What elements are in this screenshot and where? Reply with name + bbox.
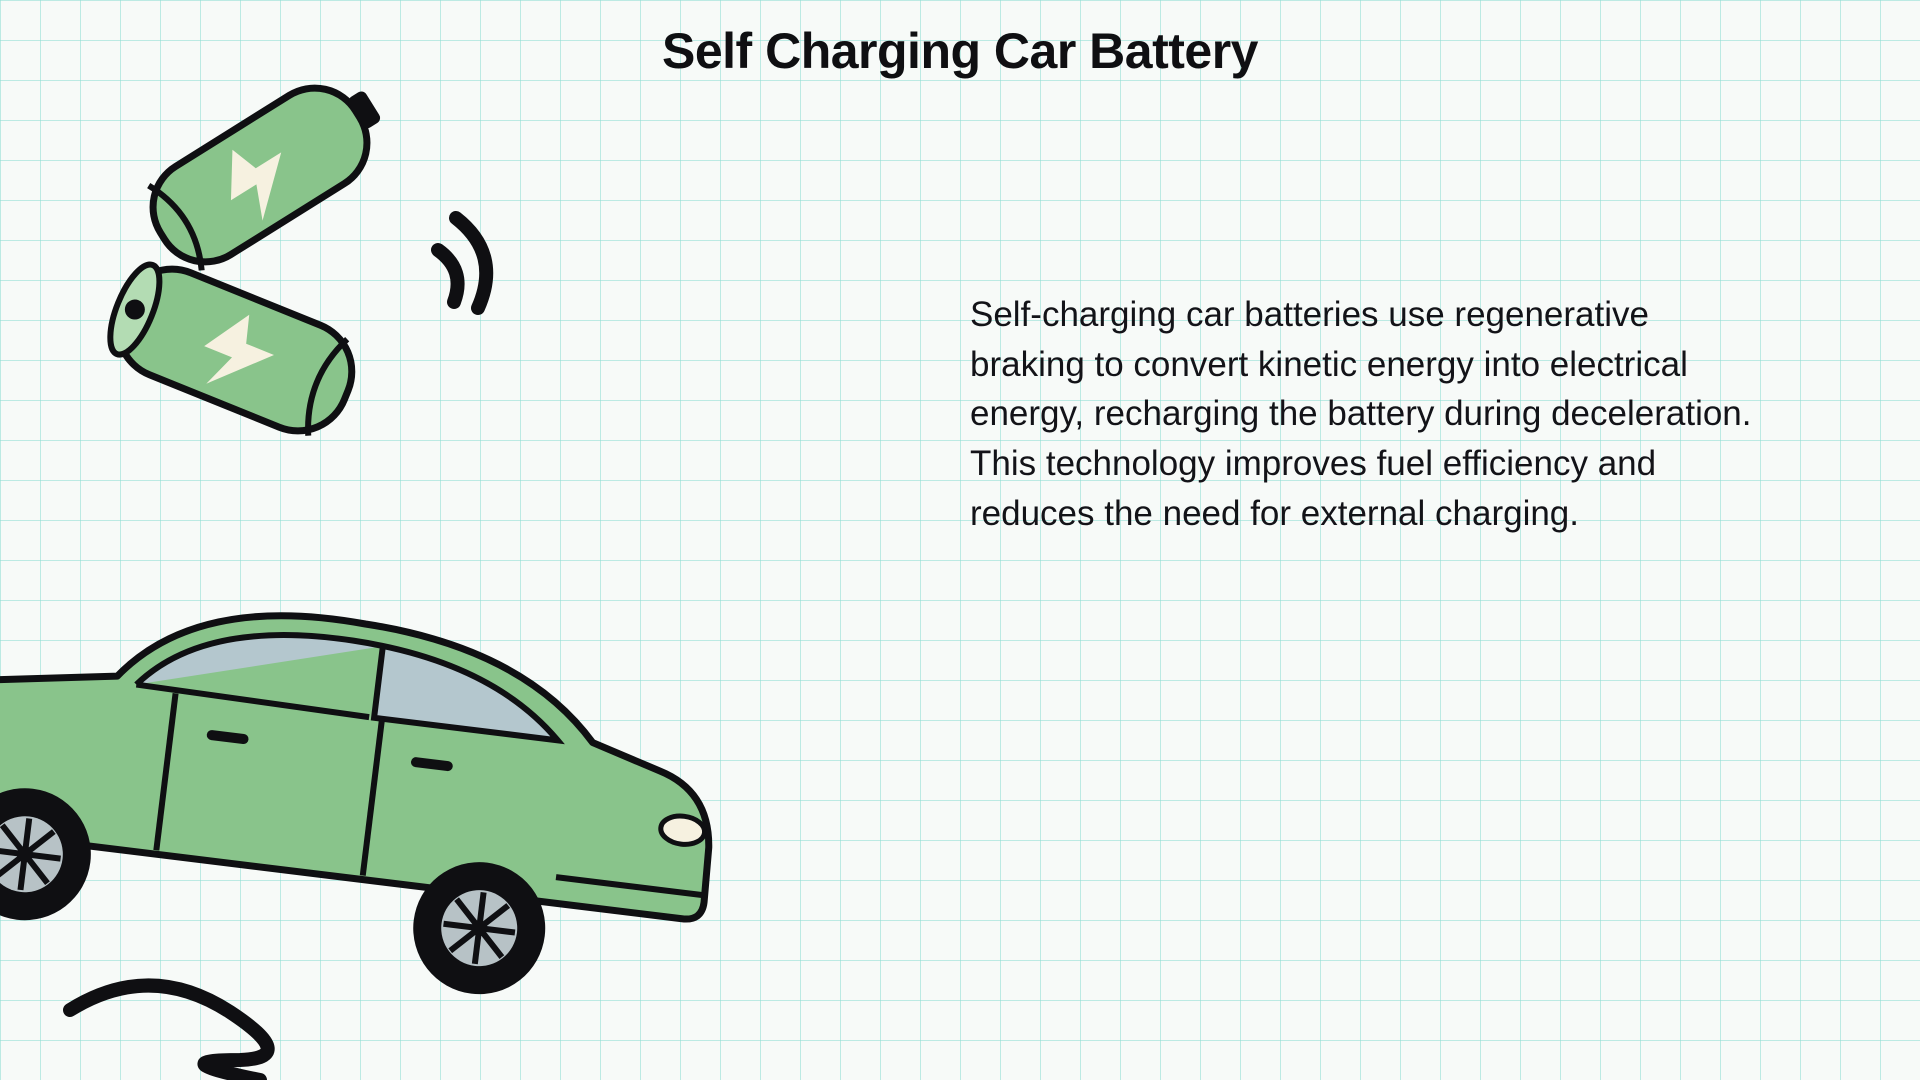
batteries-icon [98, 60, 401, 446]
squiggle-icon [70, 985, 268, 1080]
illustration-layer [0, 0, 1920, 1080]
body-paragraph: Self-charging car batteries use regenera… [970, 290, 1760, 538]
page-title: Self Charging Car Battery [0, 22, 1920, 80]
car-icon [0, 572, 733, 1021]
signal-arcs-icon [438, 218, 486, 308]
infographic-canvas: Self Charging Car Battery Self-charging … [0, 0, 1920, 1080]
